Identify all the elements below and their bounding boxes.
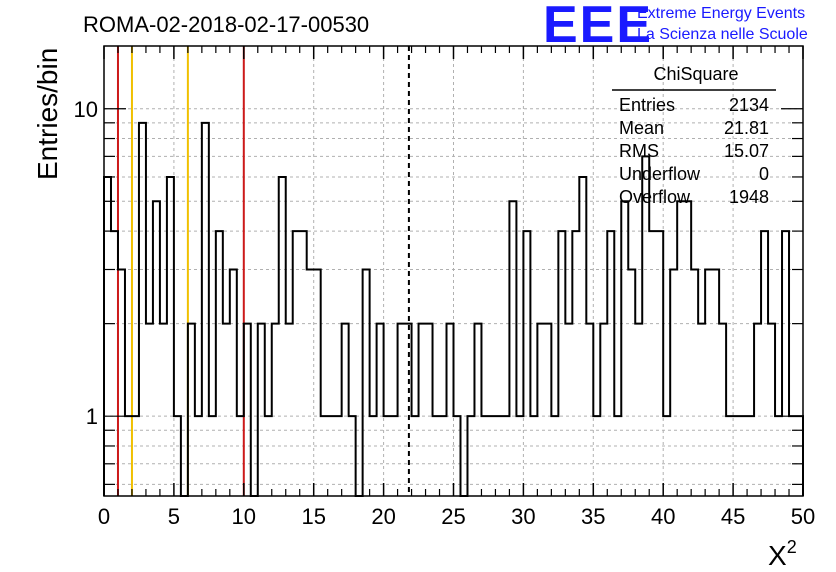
stats-row-value: 21.81 [724,118,769,138]
stats-row-label: Entries [619,95,675,115]
stats-row-label: Underflow [619,164,701,184]
x-axis-label: X2 [768,537,797,571]
histogram-bin [768,324,775,496]
x-tick-label: 0 [98,504,110,529]
histogram-bin [272,324,279,496]
x-tick-label: 5 [168,504,180,529]
histogram-bin [649,231,656,496]
stats-row-label: RMS [619,141,659,161]
histogram-bin [286,324,293,496]
histogram-outline [103,121,804,497]
chart-title: ROMA-02-2018-02-17-00530 [83,12,369,37]
y-tick-label: 10 [74,97,98,122]
reference-lines [116,46,410,496]
histogram-bin [600,324,607,496]
histogram-bin [761,231,768,496]
x-tick-label: 50 [791,504,815,529]
histogram-bin [118,269,125,496]
histogram-bin [544,324,551,496]
histogram-bin [572,231,579,496]
histogram-bin [656,231,663,496]
x-tick-label: 15 [301,504,325,529]
tick-labels: 0 5 10 15 20 25 30 35 40 45 50 1 10 [74,97,816,529]
histogram-bin [202,123,209,496]
histogram-bin [111,231,118,496]
histogram-bin [307,269,314,496]
histogram-bin [523,231,530,496]
histogram-bin [300,231,307,496]
histogram-bin [712,269,719,496]
histogram-bin [153,201,160,496]
histogram-bin [293,231,300,496]
histogram-bin [258,324,265,496]
brand-line-2: La Scienza nelle Scuole [637,26,808,43]
x-tick-label: 20 [371,504,395,529]
histogram-bin [579,177,586,496]
histogram-bin [607,231,614,496]
histogram-bin [670,269,677,496]
histogram-bin [230,269,237,496]
histogram-bin [244,324,251,496]
stats-row-value: 0 [759,164,769,184]
histogram-bin [419,324,426,496]
axis-ticks [103,46,804,496]
histogram-bin [363,269,370,496]
histogram-bin [642,156,649,496]
x-tick-label: 25 [441,504,465,529]
histogram-bin [160,324,167,496]
histogram-bin [104,177,111,496]
histogram-bin [698,324,705,496]
histogram-bin [705,269,712,496]
histogram-bin [426,324,433,496]
histogram-bin [474,324,481,496]
histogram-bin [314,269,321,496]
histogram-bin [628,269,635,496]
histogram-bin [279,177,286,496]
histogram-bin [635,324,642,496]
histogram-bin [188,324,195,496]
stats-row-label: Overflow [619,187,691,207]
histogram-bin [146,324,153,496]
histogram-bin [621,201,628,496]
stats-row-label: Mean [619,118,664,138]
histogram-bin [782,231,789,496]
histogram-bin [139,123,146,496]
histogram-bin [719,324,726,496]
histogram-bin [509,201,516,496]
histogram-bin [586,324,593,496]
histogram-bin [558,231,565,496]
y-tick-label: 1 [86,404,98,429]
histogram-bin [216,231,223,496]
x-tick-label: 40 [651,504,675,529]
histogram-bin [677,201,684,496]
histogram-bin [398,324,405,496]
histogram-bin [565,324,572,496]
x-tick-label: 10 [232,504,256,529]
histogram-bin [691,269,698,496]
x-tick-label: 45 [721,504,745,529]
y-axis-label: Entries/bin [32,48,63,180]
x-tick-label: 30 [511,504,535,529]
stats-box-title: ChiSquare [653,64,738,84]
histogram-bin [342,324,349,496]
brand-line-1: Extreme Energy Events [637,5,805,22]
histogram-bin [167,177,174,496]
stats-row-value: 1948 [729,187,769,207]
stats-box: ChiSquare Entries 2134 Mean 21.81 RMS 15.07 Und… [612,64,776,207]
histogram-bin [754,324,761,496]
histogram-bin [684,201,691,496]
histogram-bin [377,324,384,496]
stats-row-value: 2134 [729,95,769,115]
stats-row-value: 15.07 [724,141,769,161]
histogram-bin [447,324,454,496]
histogram-bin [537,324,544,496]
x-tick-label: 35 [581,504,605,529]
eee-logo: EEE [543,0,653,54]
histogram-bin [223,324,230,496]
